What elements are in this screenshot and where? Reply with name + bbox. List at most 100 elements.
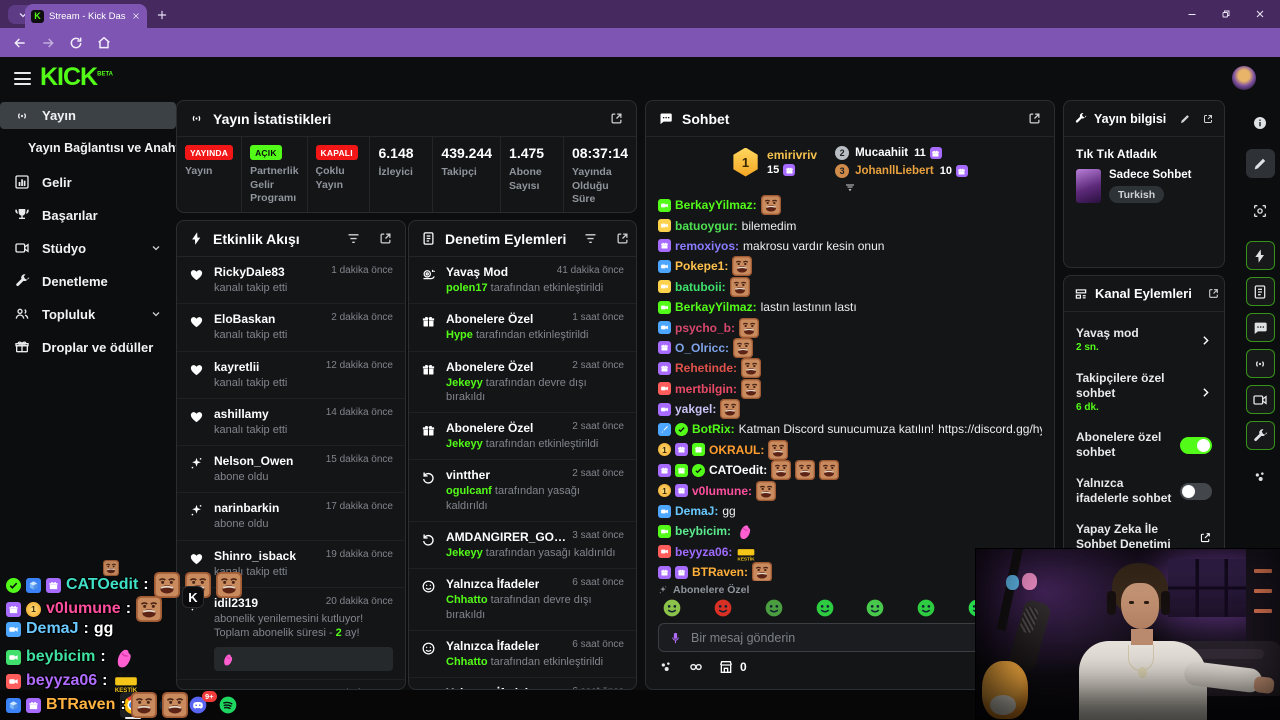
spotify-icon[interactable] <box>218 695 238 715</box>
chat-message[interactable]: mertbilgin: <box>658 378 1042 399</box>
sidebar-item-yay-n-ba-lant-s-ve-anahtar-[interactable]: Yayın Bağlantısı ve Anahtarı <box>0 137 195 159</box>
chat-message[interactable]: BotRix: Katman Discord sunucumuza katılın… <box>658 419 1042 439</box>
browser-tab[interactable]: K Stream - Kick Dashboard <box>25 4 147 28</box>
chat-username[interactable]: BTRaven: <box>692 565 749 580</box>
kick-logo[interactable]: KICKBETA <box>40 63 113 91</box>
chat-username[interactable]: psycho_b: <box>675 320 736 335</box>
restore-icon[interactable] <box>1220 8 1232 20</box>
chat-username[interactable]: batuboii: <box>675 279 726 294</box>
back-icon[interactable] <box>12 35 28 51</box>
sidebar-item-st-dyo[interactable]: Stüdyo <box>0 233 176 263</box>
webcam-preview[interactable] <box>975 548 1280 720</box>
rail-logs-button[interactable] <box>1245 277 1275 306</box>
moderation-action-row[interactable]: Abonelere Özel 2 saat önce Jekeyy tarafınd… <box>409 352 636 414</box>
chat-message[interactable]: batuboii: <box>658 276 1042 297</box>
quick-emote[interactable] <box>815 598 835 618</box>
chat-username[interactable]: Rehetinde: <box>675 361 738 376</box>
minimize-icon[interactable] <box>1186 8 1198 20</box>
quick-emote[interactable] <box>916 598 936 618</box>
chat-message[interactable]: BTRaven: <box>658 562 1042 581</box>
moderation-action-row[interactable]: AMDANGIRER_GOTTENCIKARIM3 saat önceJekey… <box>409 522 636 570</box>
quick-emote[interactable] <box>865 598 885 618</box>
chat-username[interactable]: Pokepe1: <box>675 259 729 274</box>
chat-message[interactable]: DemaJ: gg <box>658 501 1042 521</box>
quick-emote[interactable] <box>764 598 784 618</box>
activity-event-row[interactable]: RickyDale83 1 dakika önce kanalı takip ett… <box>177 257 405 305</box>
chat-message[interactable]: Pokepe1: <box>658 256 1042 277</box>
activity-event-row[interactable]: ashillamy 14 dakika önce kanalı takip etti <box>177 399 405 447</box>
activity-event-row[interactable]: idil2319 20 dakika önce abonelik yenilemes… <box>177 588 405 680</box>
chat-message[interactable]: BerkayYilmaz: <box>658 195 1042 216</box>
chat-message[interactable]: batuoygur: bilemedim <box>658 215 1042 235</box>
channel-action-yava-mod[interactable]: Yavaş mod 2 sn. <box>1064 318 1224 363</box>
community-dots-icon[interactable] <box>1252 469 1268 485</box>
rail-chat-button[interactable] <box>1245 313 1275 342</box>
activity-event-row[interactable]: narinbarkin 17 dakika önce abone oldu <box>177 493 405 541</box>
rail-settings-button[interactable] <box>1245 421 1275 450</box>
chat-message[interactable]: O_Olricc: <box>658 337 1042 358</box>
moderation-action-row[interactable]: Abonelere Özel 1 saat önce Hype tarafından… <box>409 304 636 352</box>
chat-username[interactable]: batuoygur: <box>675 218 738 233</box>
chat-message[interactable]: beyyza06: KESTİK <box>658 542 1042 562</box>
sidebar-item-gelir[interactable]: Gelir <box>0 167 176 197</box>
close-icon[interactable] <box>1254 8 1266 20</box>
sidebar-item-droplar-ve-d-ller[interactable]: Droplar ve ödüller <box>0 332 176 362</box>
sidebar-item-denetleme[interactable]: Denetleme <box>0 266 176 296</box>
reload-icon[interactable] <box>68 35 84 51</box>
filter-icon[interactable] <box>583 231 598 246</box>
category-thumbnail[interactable] <box>1076 169 1101 203</box>
popout-icon[interactable] <box>615 231 630 246</box>
chat-message[interactable]: psycho_b: <box>658 317 1042 338</box>
chat-message[interactable]: BerkayYilmaz: lastın lastının lastı <box>658 297 1042 317</box>
users-dots-icon[interactable] <box>658 659 674 675</box>
channel-action-yapay-zeka-i-le-sohbet-denetimi[interactable]: Yapay Zeka İle Sohbet Denetimi <box>1064 514 1224 560</box>
edit-pencil-icon[interactable] <box>1179 113 1191 125</box>
chat-link[interactable]: https://discord.gg/hype <box>938 422 1042 437</box>
hamburger-menu-icon[interactable] <box>14 72 31 85</box>
sidebar-item-yay-n[interactable]: Yayın <box>0 102 176 129</box>
moderation-action-row[interactable]: vintther 2 saat önce ogulcanf tarafından y… <box>409 460 636 523</box>
forward-icon[interactable] <box>40 35 56 51</box>
popout-icon[interactable] <box>1202 113 1214 125</box>
moderation-action-row[interactable]: Abonelere Özel 2 saat önce Jekeyy tarafınd… <box>409 413 636 461</box>
info-icon[interactable] <box>1252 115 1268 131</box>
channel-action-abonelere-zel-sohbet[interactable]: Abonelere özel sohbet <box>1064 422 1224 468</box>
rail-quick-actions-button[interactable] <box>1245 241 1275 270</box>
microphone-icon[interactable] <box>669 630 682 646</box>
sidebar-item-ba-ar-lar[interactable]: Başarılar <box>0 200 176 230</box>
chat-message[interactable]: 1 v0lumune: <box>658 480 1042 501</box>
channel-action-yaln-zca-ifadelerle-sohbet[interactable]: Yalnızca ifadelerle sohbet <box>1064 468 1224 514</box>
screenshot-icon[interactable] <box>1252 203 1268 219</box>
chat-message[interactable]: yakgel: <box>658 399 1042 420</box>
tab-close-icon[interactable] <box>131 11 141 21</box>
popout-icon[interactable] <box>1207 287 1220 300</box>
chat-message[interactable]: remoxiyos: makrosu vardır kesin onun <box>658 236 1042 256</box>
quick-emote[interactable] <box>713 598 733 618</box>
chat-message[interactable]: 1 OKRAUL: <box>658 439 1042 460</box>
discord-icon[interactable] <box>188 695 208 715</box>
filter-icon[interactable] <box>346 231 361 246</box>
home-icon[interactable] <box>96 35 112 51</box>
new-tab-button[interactable] <box>155 8 169 22</box>
chat-message[interactable]: CATOedit: <box>658 460 1042 481</box>
language-tag[interactable]: Turkish <box>1109 186 1165 203</box>
chat-username[interactable]: v0lumune: <box>692 483 753 498</box>
chat-username[interactable]: CATOedit: <box>709 463 768 478</box>
chat-message[interactable]: beybicim: <box>658 521 1042 541</box>
popout-icon[interactable] <box>1027 111 1042 126</box>
toggle-switch[interactable] <box>1180 436 1212 454</box>
chat-username[interactable]: O_Olricc: <box>675 340 730 355</box>
chat-username[interactable]: remoxiyos: <box>675 238 740 253</box>
gift-leaderboard[interactable]: 1 emirivriv 15 2 Mucaahiit 11 3 JohanllL… <box>646 137 1054 187</box>
activity-event-row[interactable]: kayretlii 12 dakika önce kanalı takip etti <box>177 352 405 399</box>
popout-icon[interactable] <box>609 111 624 126</box>
rail-video-button[interactable] <box>1245 385 1275 414</box>
rail-broadcast-button[interactable] <box>1245 349 1275 378</box>
chat-username[interactable]: mertbilgin: <box>675 381 737 396</box>
activity-event-row[interactable]: Nelson_Owen 15 dakika önce abone oldu <box>177 446 405 494</box>
toggle-switch[interactable] <box>1180 482 1212 500</box>
shop-icon[interactable] <box>718 659 734 675</box>
chat-username[interactable]: beybicim: <box>675 524 732 539</box>
